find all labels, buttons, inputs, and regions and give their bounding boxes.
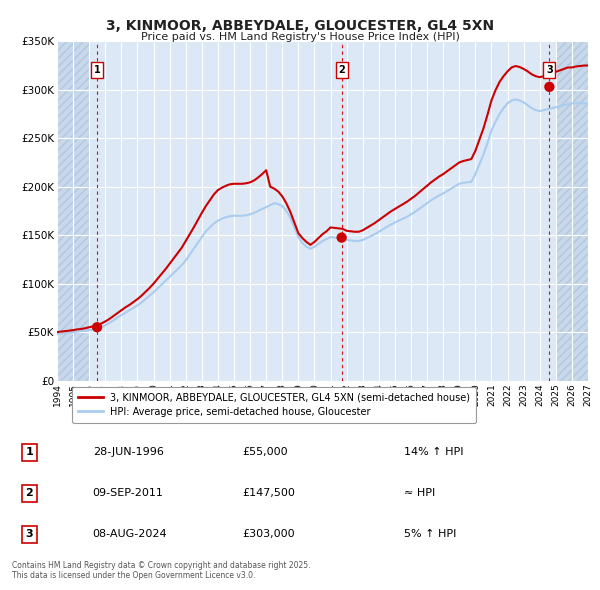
Text: 2: 2 <box>25 489 33 498</box>
Text: £147,500: £147,500 <box>242 489 295 498</box>
Text: 09-SEP-2011: 09-SEP-2011 <box>92 489 164 498</box>
Text: 2: 2 <box>338 65 345 75</box>
Legend: 3, KINMOOR, ABBEYDALE, GLOUCESTER, GL4 5XN (semi-detached house), HPI: Average p: 3, KINMOOR, ABBEYDALE, GLOUCESTER, GL4 5… <box>73 387 476 422</box>
Text: £55,000: £55,000 <box>242 447 288 457</box>
Text: 28-JUN-1996: 28-JUN-1996 <box>92 447 164 457</box>
Text: £303,000: £303,000 <box>242 529 295 539</box>
Text: 14% ↑ HPI: 14% ↑ HPI <box>404 447 463 457</box>
Text: Contains HM Land Registry data © Crown copyright and database right 2025.
This d: Contains HM Land Registry data © Crown c… <box>12 560 311 580</box>
Text: 1: 1 <box>25 447 33 457</box>
Text: 08-AUG-2024: 08-AUG-2024 <box>92 529 167 539</box>
Point <box>337 233 346 242</box>
Text: 3: 3 <box>546 65 553 75</box>
Text: 3: 3 <box>25 529 33 539</box>
Text: 5% ↑ HPI: 5% ↑ HPI <box>404 529 456 539</box>
Text: 1: 1 <box>94 65 100 75</box>
Bar <box>556 41 588 381</box>
Point <box>545 82 554 91</box>
Text: 3, KINMOOR, ABBEYDALE, GLOUCESTER, GL4 5XN: 3, KINMOOR, ABBEYDALE, GLOUCESTER, GL4 5… <box>106 19 494 33</box>
Bar <box>57 41 89 381</box>
Text: Price paid vs. HM Land Registry's House Price Index (HPI): Price paid vs. HM Land Registry's House … <box>140 32 460 42</box>
Text: ≈ HPI: ≈ HPI <box>404 489 435 498</box>
Point <box>92 323 102 332</box>
